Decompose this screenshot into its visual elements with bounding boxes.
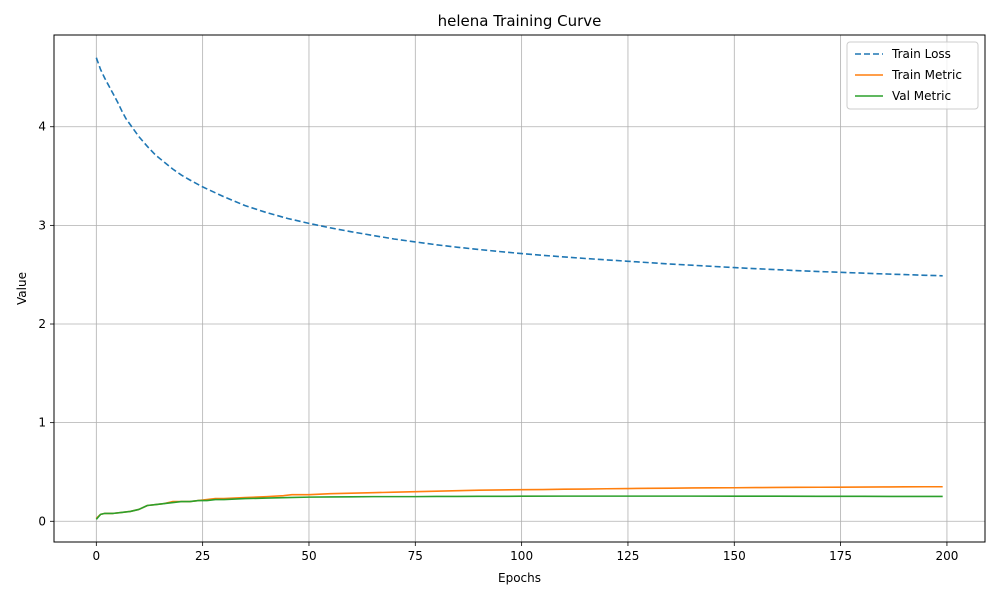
x-tick-label: 75 bbox=[408, 549, 423, 563]
x-tick-label: 175 bbox=[829, 549, 852, 563]
grid bbox=[54, 35, 985, 542]
x-tick-label: 100 bbox=[510, 549, 533, 563]
y-tick-label: 4 bbox=[38, 120, 46, 134]
series-lines bbox=[95, 57, 943, 520]
x-axis-title: Epochs bbox=[498, 571, 541, 585]
x-tick-label: 25 bbox=[195, 549, 210, 563]
legend-label: Val Metric bbox=[892, 89, 951, 103]
plot-area-frame bbox=[53, 34, 986, 543]
x-tick-label: 50 bbox=[301, 549, 316, 563]
legend: Train Loss Train Metric Val Metric bbox=[846, 41, 979, 110]
y-axis-title: Value bbox=[15, 272, 29, 305]
x-tick-label: 150 bbox=[723, 549, 746, 563]
y-tick-label: 1 bbox=[38, 416, 46, 430]
x-tick-label: 0 bbox=[92, 549, 100, 563]
series-line-train-loss bbox=[95, 57, 943, 277]
x-tick-label: 200 bbox=[935, 549, 958, 563]
legend-box bbox=[846, 41, 979, 110]
series-line-val-metric bbox=[95, 495, 943, 520]
y-tick-label: 2 bbox=[38, 317, 46, 331]
axis-ticks: 0 25 50 75 100 125 150 175 200 0 1 2 3 4 bbox=[38, 120, 958, 563]
y-tick-label: 3 bbox=[38, 218, 46, 232]
y-tick-label: 0 bbox=[38, 514, 46, 528]
x-tick-label: 125 bbox=[617, 549, 640, 563]
legend-label: Train Metric bbox=[891, 68, 962, 82]
legend-label: Train Loss bbox=[891, 47, 951, 61]
chart-title: helena Training Curve bbox=[438, 12, 602, 30]
